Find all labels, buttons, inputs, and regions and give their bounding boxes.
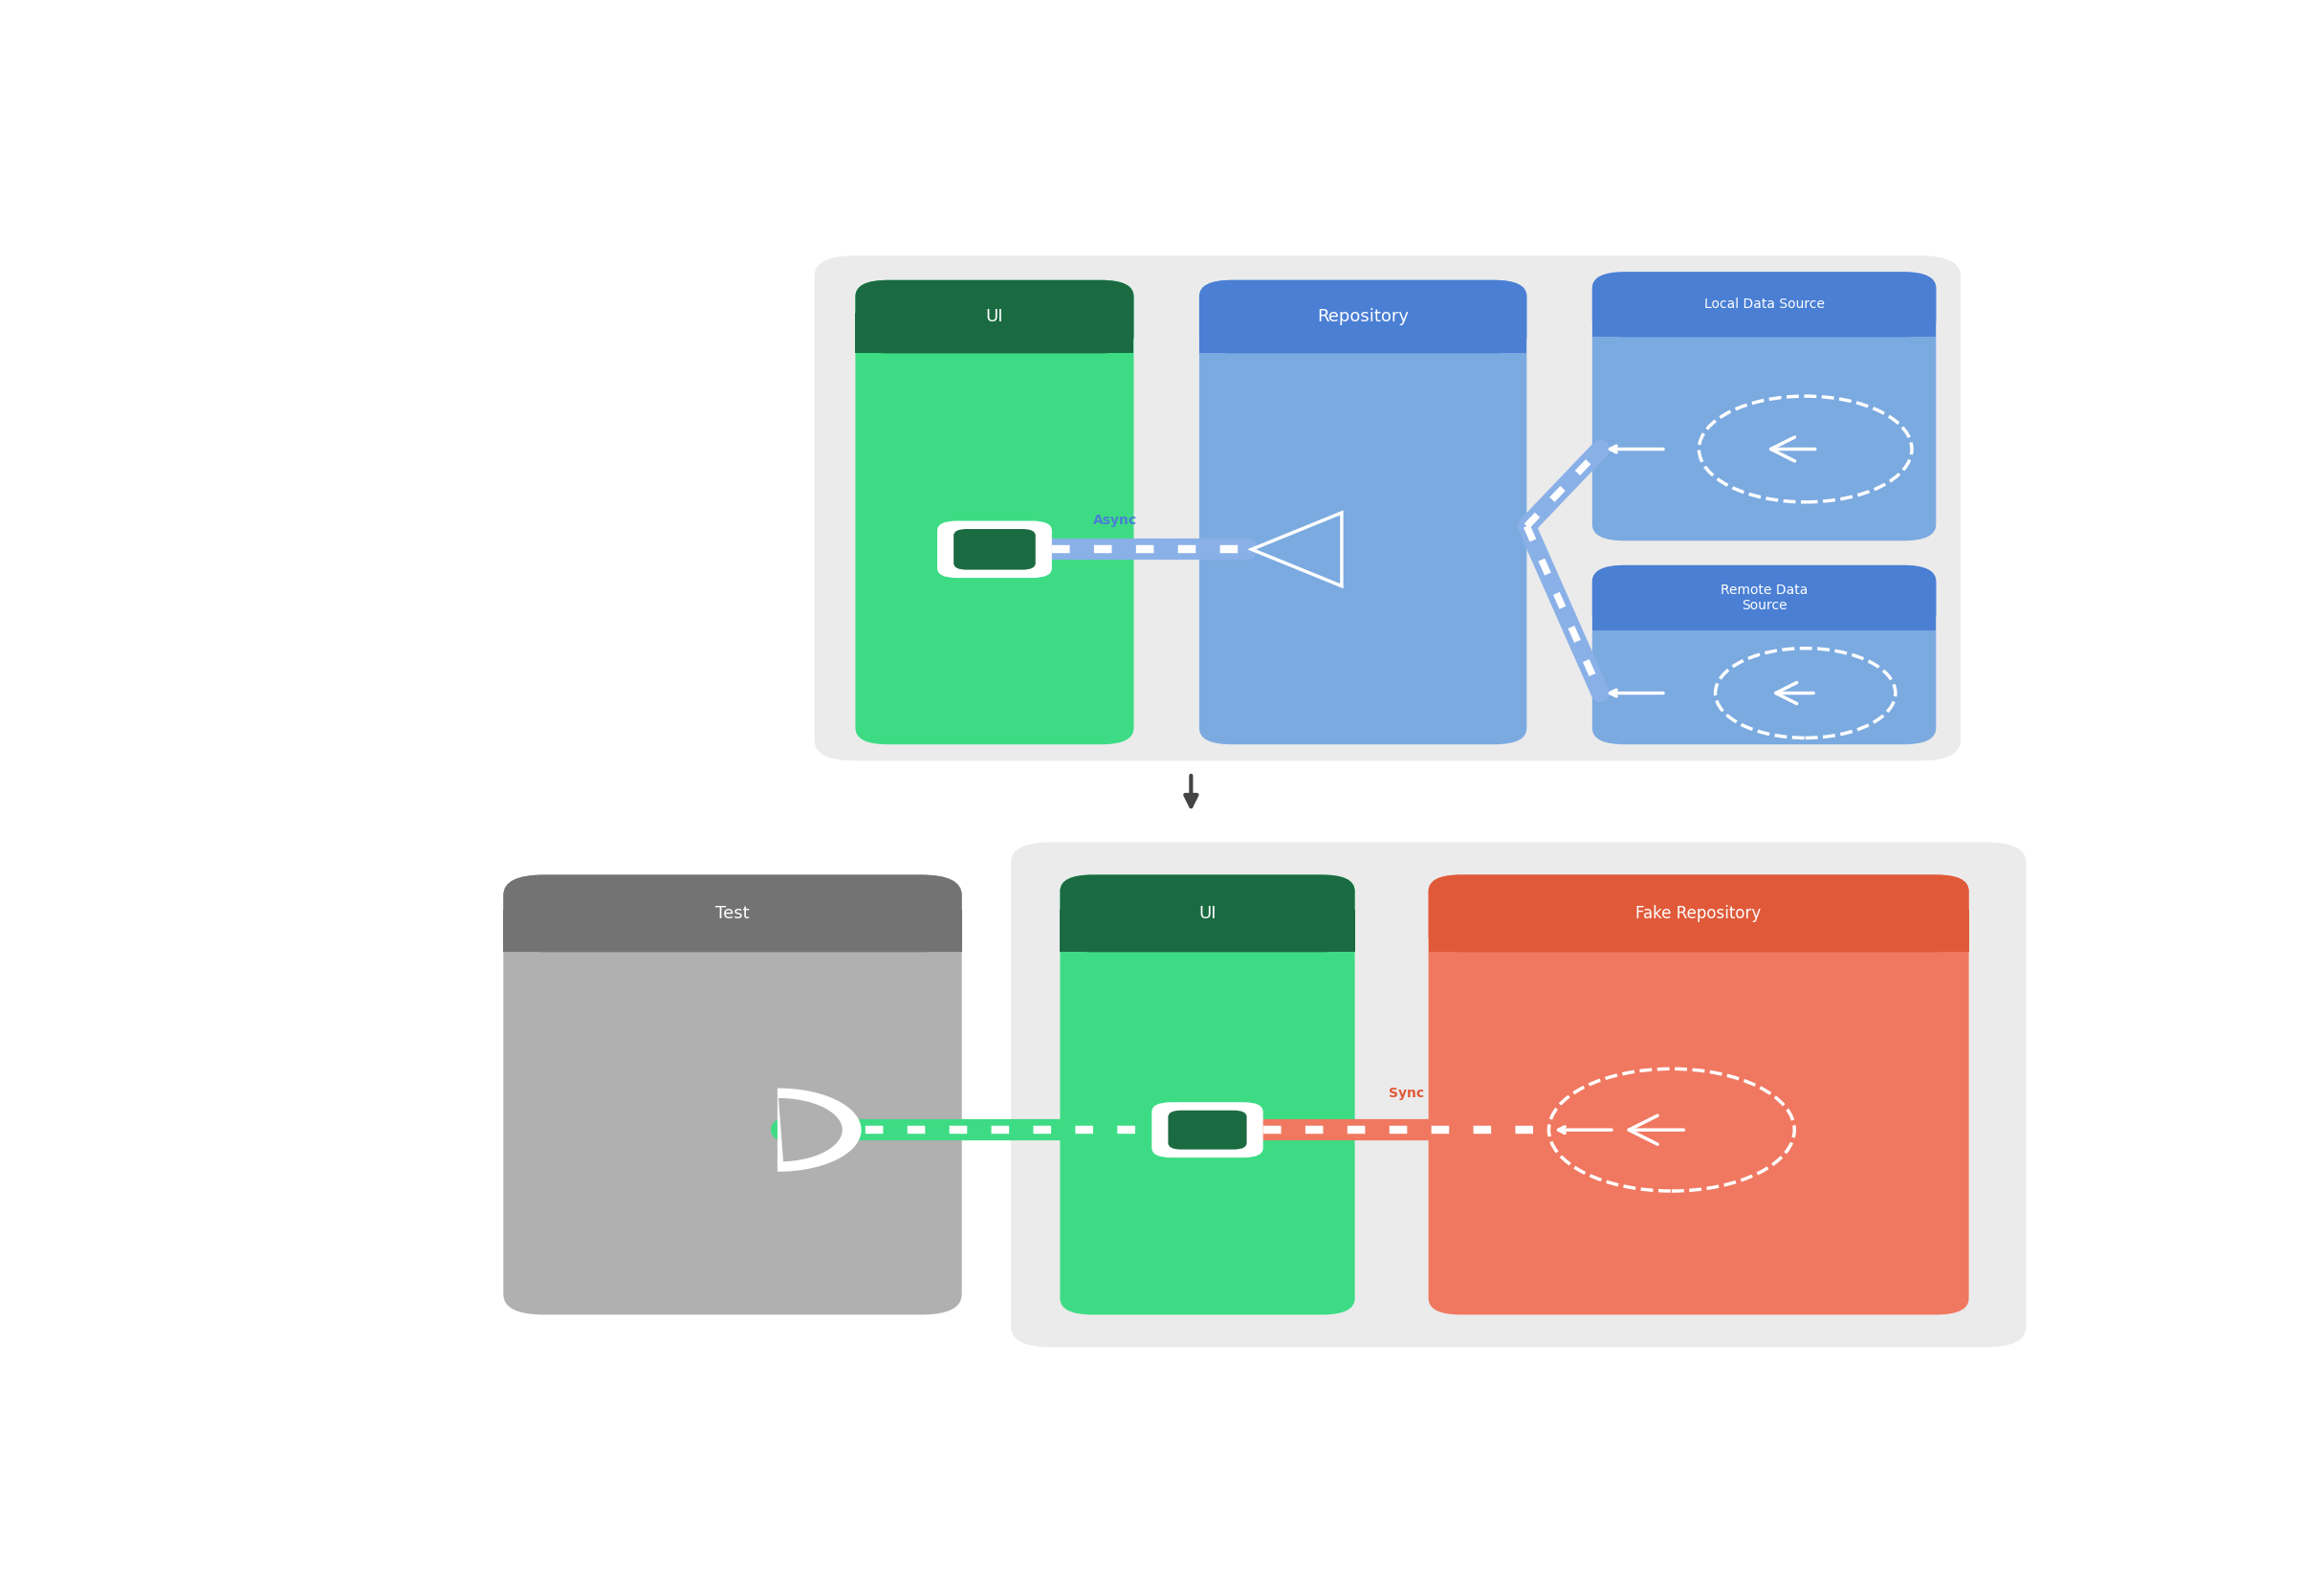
FancyBboxPatch shape (1592, 565, 1936, 744)
Bar (855, 313, 1134, 354)
Text: Test: Test (716, 905, 751, 922)
Text: Local Data Source: Local Data Source (1703, 298, 1824, 311)
Text: UI: UI (985, 308, 1004, 325)
FancyBboxPatch shape (855, 279, 1134, 354)
FancyBboxPatch shape (1592, 271, 1936, 336)
Text: UI: UI (1199, 905, 1215, 922)
Polygon shape (779, 1098, 841, 1162)
FancyBboxPatch shape (1429, 874, 1968, 952)
FancyBboxPatch shape (1153, 1103, 1264, 1157)
Text: Repository: Repository (1318, 308, 1408, 325)
FancyBboxPatch shape (1199, 279, 1527, 744)
Bar (1199, 313, 1527, 354)
FancyBboxPatch shape (1011, 843, 2027, 1347)
FancyBboxPatch shape (1592, 565, 1936, 630)
Text: Fake Repository: Fake Repository (1636, 905, 1762, 922)
Bar (1592, 302, 1936, 336)
Bar (1592, 595, 1936, 630)
Bar (1429, 909, 1968, 952)
FancyBboxPatch shape (1199, 279, 1527, 354)
Text: Async: Async (1092, 514, 1136, 527)
FancyBboxPatch shape (937, 521, 1053, 578)
FancyBboxPatch shape (813, 256, 1961, 760)
FancyBboxPatch shape (1060, 874, 1355, 952)
FancyBboxPatch shape (1592, 271, 1936, 541)
FancyBboxPatch shape (855, 279, 1134, 744)
FancyBboxPatch shape (1169, 1111, 1246, 1149)
FancyBboxPatch shape (504, 874, 962, 952)
FancyBboxPatch shape (953, 528, 1037, 570)
FancyBboxPatch shape (504, 874, 962, 1314)
Bar (504, 909, 962, 952)
Text: Sync: Sync (1387, 1087, 1425, 1100)
Bar (1060, 909, 1355, 952)
Polygon shape (779, 1089, 860, 1171)
Text: Remote Data
Source: Remote Data Source (1720, 584, 1808, 613)
FancyBboxPatch shape (1429, 874, 1968, 1314)
FancyBboxPatch shape (1060, 874, 1355, 1314)
